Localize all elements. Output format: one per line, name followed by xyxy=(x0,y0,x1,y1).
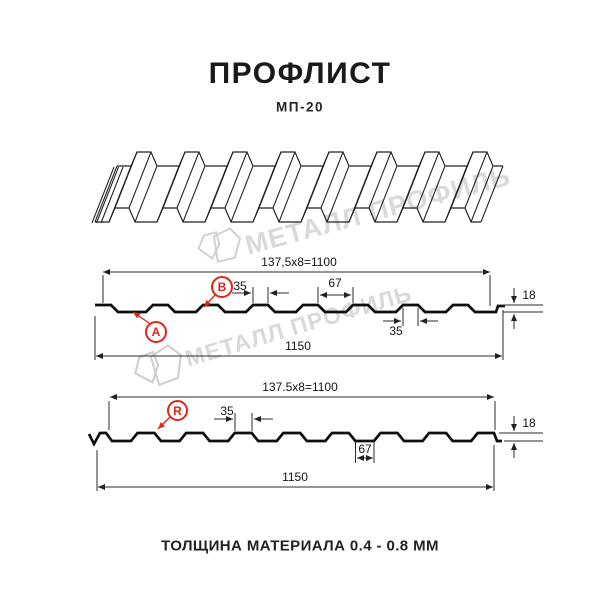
product-model: МП-20 xyxy=(276,99,324,115)
page-title: ПРОФЛИСТ xyxy=(208,57,392,90)
dimensions-section-r xyxy=(96,394,543,491)
sheet-3d-view xyxy=(91,151,504,224)
side-a-letter: A xyxy=(151,325,161,339)
dim-height-a: 18 xyxy=(522,288,536,302)
metall-profil-logo-icon xyxy=(197,227,242,263)
label-a-leader xyxy=(132,311,150,324)
profile-section-r xyxy=(87,394,543,491)
profile-section-a xyxy=(94,269,543,360)
dim-rib-top-a: 35 xyxy=(233,279,247,293)
label-b-leader xyxy=(203,294,216,308)
dim-formula-a: 137,5x8=1100 xyxy=(261,255,337,269)
dim-total-r: 1150 xyxy=(282,470,308,484)
dim-rib-top-r: 35 xyxy=(220,404,234,418)
dim-pitch-r: 67 xyxy=(358,442,372,456)
dimensions-section-a xyxy=(94,269,543,360)
material-thickness-note: ТОЛЩИНА МАТЕРИАЛА 0.4 - 0.8 ММ xyxy=(161,537,439,555)
dim-pitch-a: 67 xyxy=(328,276,342,290)
dim-height-r: 18 xyxy=(522,416,536,430)
label-r-leader xyxy=(157,416,171,430)
side-r-badge: R xyxy=(167,400,188,421)
side-b-letter: B xyxy=(217,280,227,294)
side-r-letter: R xyxy=(173,403,182,418)
side-a-badge: A xyxy=(145,321,167,343)
dim-formula-r: 137.5x8=1100 xyxy=(262,380,338,394)
dim-rib-bottom-a: 35 xyxy=(389,324,403,338)
dim-total-a: 1150 xyxy=(285,339,311,353)
side-b-badge: B xyxy=(211,276,233,298)
